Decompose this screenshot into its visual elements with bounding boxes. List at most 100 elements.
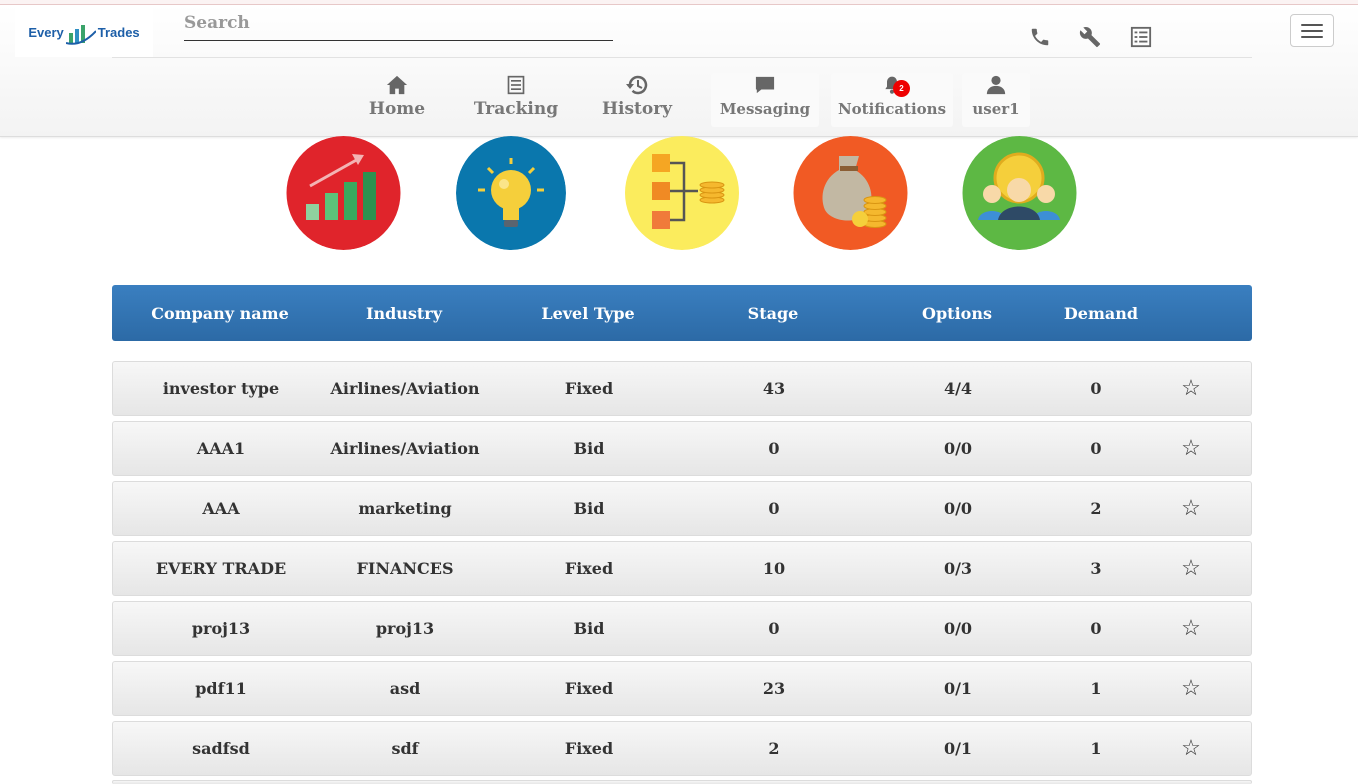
table-row[interactable]: EVERY TRADE FINANCES Fixed 10 0/3 3 ☆ xyxy=(112,541,1252,596)
star-icon[interactable]: ☆ xyxy=(1181,616,1201,641)
cell-level-type: Fixed xyxy=(564,559,614,578)
nav-history-label: History xyxy=(601,99,673,119)
cell-demand: 0 xyxy=(1090,439,1102,458)
column-header-demand[interactable]: Demand xyxy=(1063,303,1139,323)
cell-stage: 23 xyxy=(762,679,786,698)
cell-demand: 0 xyxy=(1090,379,1102,398)
nav-notifications-label: Notifications xyxy=(837,100,947,118)
cell-options: 0/1 xyxy=(943,679,973,698)
cell-demand: 2 xyxy=(1090,499,1102,518)
table-row-partial xyxy=(112,780,1252,784)
cell-level-type: Bid xyxy=(573,619,605,638)
cell-company: AAA1 xyxy=(196,439,246,458)
hamburger-line xyxy=(1301,29,1323,32)
home-icon xyxy=(386,73,408,97)
investors-group-icon[interactable] xyxy=(962,136,1077,250)
cell-industry: marketing xyxy=(358,499,452,518)
cell-level-type: Fixed xyxy=(564,379,614,398)
cell-demand: 3 xyxy=(1090,559,1102,578)
cell-stage: 2 xyxy=(768,739,780,758)
cell-stage: 0 xyxy=(768,619,780,638)
growth-chart-icon[interactable] xyxy=(286,136,401,250)
nav-user-label: user1 xyxy=(972,100,1020,118)
cell-options: 0/0 xyxy=(943,619,973,638)
lightbulb-icon[interactable] xyxy=(456,136,566,250)
star-icon[interactable]: ☆ xyxy=(1181,436,1201,461)
wrench-icon[interactable] xyxy=(1078,25,1102,49)
logo-bars-icon xyxy=(66,25,96,45)
cell-stage: 10 xyxy=(762,559,786,578)
phone-icon[interactable] xyxy=(1028,25,1052,49)
logo-text-trades: Trades xyxy=(97,24,140,40)
cell-company: EVERY TRADE xyxy=(155,559,287,578)
star-icon[interactable]: ☆ xyxy=(1181,736,1201,761)
nav-tracking-label: Tracking xyxy=(473,99,559,119)
cell-company: pdf11 xyxy=(195,679,247,698)
table-row[interactable]: pdf11 asd Fixed 23 0/1 1 ☆ xyxy=(112,661,1252,716)
cell-industry: FINANCES xyxy=(356,559,454,578)
star-icon[interactable]: ☆ xyxy=(1181,496,1201,521)
cell-industry: proj13 xyxy=(375,619,435,638)
nav-user[interactable]: user1 xyxy=(962,73,1030,127)
column-header-stage[interactable]: Stage xyxy=(747,303,799,323)
table-row[interactable]: AAA marketing Bid 0 0/0 2 ☆ xyxy=(112,481,1252,536)
header: Every Trades Search Home Tracking History xyxy=(0,5,1358,137)
cell-company: AAA xyxy=(202,499,240,518)
nav-messaging[interactable]: Messaging xyxy=(711,73,819,127)
cell-industry: Airlines/Aviation xyxy=(330,379,480,398)
notification-badge: 2 xyxy=(893,80,910,97)
nav-home[interactable]: Home xyxy=(366,73,428,127)
cell-stage: 0 xyxy=(768,439,780,458)
nav-home-label: Home xyxy=(368,99,426,119)
cell-stage: 43 xyxy=(762,379,786,398)
search-input[interactable]: Search xyxy=(184,11,613,41)
star-icon[interactable]: ☆ xyxy=(1181,676,1201,701)
history-icon xyxy=(624,73,650,97)
nav-tracking[interactable]: Tracking xyxy=(474,73,558,127)
column-header-company[interactable]: Company name xyxy=(151,303,289,323)
list-icon xyxy=(506,73,526,97)
cell-company: proj13 xyxy=(191,619,251,638)
cell-demand: 1 xyxy=(1090,739,1102,758)
table-row[interactable]: sadfsd sdf Fixed 2 0/1 1 ☆ xyxy=(112,721,1252,776)
cell-options: 4/4 xyxy=(943,379,973,398)
cell-industry: asd xyxy=(389,679,421,698)
table-row[interactable]: AAA1 Airlines/Aviation Bid 0 0/0 0 ☆ xyxy=(112,421,1252,476)
cell-level-type: Bid xyxy=(573,499,605,518)
nav-notifications[interactable]: 2 Notifications xyxy=(831,73,953,127)
hamburger-line xyxy=(1301,23,1323,26)
column-header-level-type[interactable]: Level Type xyxy=(541,303,635,323)
table-header: Company name Industry Level Type Stage O… xyxy=(112,285,1252,341)
star-icon[interactable]: ☆ xyxy=(1181,556,1201,581)
cell-level-type: Fixed xyxy=(564,679,614,698)
cell-company: sadfsd xyxy=(192,739,250,758)
cell-industry: sdf xyxy=(391,739,419,758)
user-icon xyxy=(985,73,1007,97)
star-icon[interactable]: ☆ xyxy=(1181,376,1201,401)
flowchart-coins-icon[interactable] xyxy=(624,136,740,250)
table-row[interactable]: investor type Airlines/Aviation Fixed 43… xyxy=(112,361,1252,416)
column-header-industry[interactable]: Industry xyxy=(365,303,443,323)
cell-options: 0/3 xyxy=(943,559,973,578)
hamburger-line xyxy=(1301,35,1323,38)
column-header-options[interactable]: Options xyxy=(922,303,992,323)
money-bag-icon[interactable] xyxy=(793,136,908,250)
table-row[interactable]: proj13 proj13 Bid 0 0/0 0 ☆ xyxy=(112,601,1252,656)
logo[interactable]: Every Trades xyxy=(15,7,153,57)
cell-level-type: Bid xyxy=(573,439,605,458)
cell-demand: 1 xyxy=(1090,679,1102,698)
cell-company: investor type xyxy=(162,379,280,398)
list-icon[interactable] xyxy=(1129,25,1153,49)
cell-demand: 0 xyxy=(1090,619,1102,638)
cell-stage: 0 xyxy=(768,499,780,518)
hamburger-menu-button[interactable] xyxy=(1290,14,1334,47)
nav-history[interactable]: History xyxy=(600,73,674,127)
logo-text-every: Every xyxy=(28,24,64,40)
cell-options: 0/0 xyxy=(943,499,973,518)
cell-industry: Airlines/Aviation xyxy=(330,439,480,458)
header-divider xyxy=(112,57,1252,58)
top-border xyxy=(0,0,1358,5)
logo-text: Every Trades xyxy=(28,25,139,40)
cell-options: 0/1 xyxy=(943,739,973,758)
nav-messaging-label: Messaging xyxy=(719,100,811,118)
